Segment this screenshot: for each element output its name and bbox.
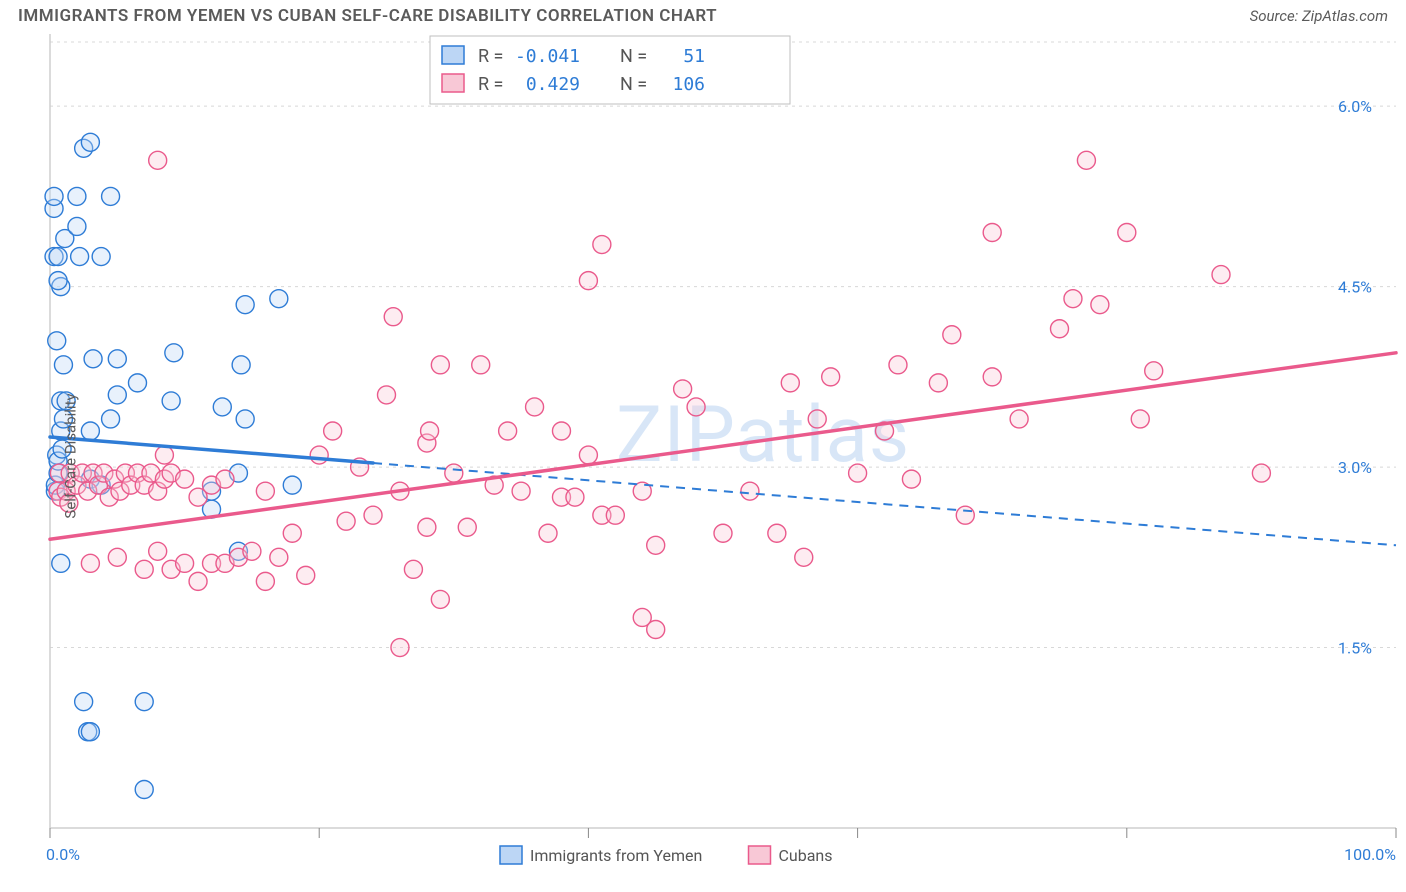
svg-text:N =: N = xyxy=(620,46,647,67)
y-axis-label: Self-Care Disability xyxy=(62,393,80,518)
svg-text:51: 51 xyxy=(683,46,705,67)
svg-text:6.0%: 6.0% xyxy=(1338,97,1372,116)
scatter-chart: 1.5% 3.0% 4.5% 6.0% ZIPatlas R = -0.041 N = 51 R … xyxy=(0,28,1406,884)
svg-text:Cubans: Cubans xyxy=(779,846,833,865)
svg-text:0.429: 0.429 xyxy=(526,74,580,95)
svg-text:1.5%: 1.5% xyxy=(1338,639,1372,658)
chart-header: IMMIGRANTS FROM YEMEN VS CUBAN SELF-CARE… xyxy=(0,0,1406,28)
chart-source: Source: ZipAtlas.com xyxy=(1250,7,1388,25)
svg-text:4.5%: 4.5% xyxy=(1338,278,1372,297)
svg-text:N =: N = xyxy=(620,74,647,95)
svg-text:106: 106 xyxy=(672,74,705,95)
chart-container: Self-Care Disability 1.5% 3.0% 4.5% 6.0% ZIP… xyxy=(0,28,1406,884)
svg-text:0.0%: 0.0% xyxy=(46,845,80,864)
svg-text:R =: R = xyxy=(478,74,503,95)
svg-text:-0.041: -0.041 xyxy=(515,46,580,67)
svg-text:R =: R = xyxy=(478,46,503,67)
chart-title: IMMIGRANTS FROM YEMEN VS CUBAN SELF-CARE… xyxy=(18,6,717,26)
svg-text:3.0%: 3.0% xyxy=(1338,458,1372,477)
svg-text:Immigrants from Yemen: Immigrants from Yemen xyxy=(530,846,702,865)
svg-text:100.0%: 100.0% xyxy=(1344,845,1396,864)
svg-text:ZIPatlas: ZIPatlas xyxy=(616,390,910,481)
